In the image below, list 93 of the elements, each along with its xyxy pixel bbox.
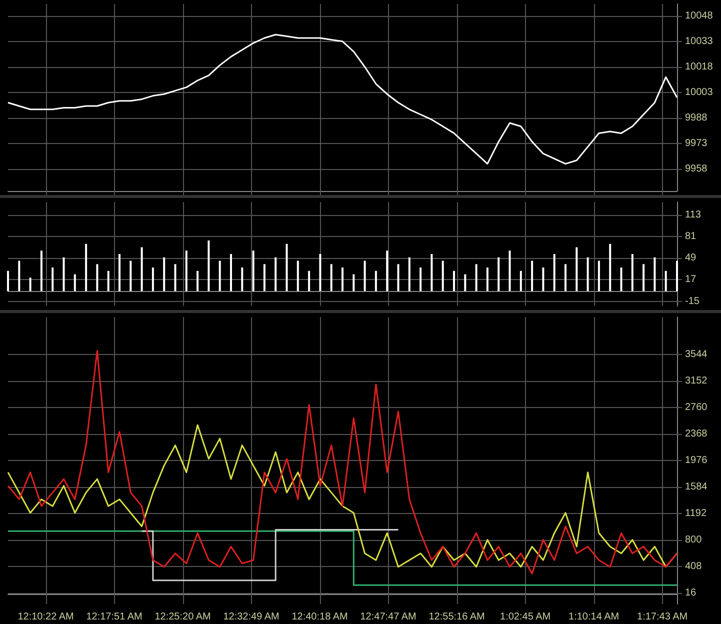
bar: [475, 264, 478, 292]
bar: [218, 260, 221, 292]
bar: [40, 250, 42, 292]
y-tick-label: 16: [685, 587, 697, 598]
bar: [453, 270, 455, 292]
bar: [576, 247, 578, 292]
bar: [654, 257, 656, 292]
y-tick-label: 9988: [685, 112, 708, 124]
bar: [676, 260, 678, 292]
bar: [174, 264, 176, 292]
bar: [152, 268, 154, 292]
bar: [319, 254, 322, 292]
y-tick-label: 17: [685, 274, 697, 286]
y-tick-label: 9958: [685, 163, 708, 174]
x-tick-label: 12:10:22 AM: [18, 612, 74, 622]
bar: [397, 264, 400, 292]
bar: [252, 250, 254, 292]
x-tick-label: 1:17:43 AM: [637, 612, 688, 622]
bar: [564, 264, 566, 292]
bar: [308, 270, 310, 292]
bar: [609, 244, 612, 292]
x-tick-label: 12:17:51 AM: [86, 612, 142, 622]
bar: [442, 260, 444, 292]
bar: [464, 274, 466, 292]
bar: [420, 268, 422, 292]
x-tick-label: 12:40:18 AM: [292, 612, 348, 622]
bar: [96, 264, 98, 292]
x-tick-label: 1:02:45 AM: [500, 612, 551, 622]
bar: [263, 264, 266, 292]
bar: [85, 244, 88, 292]
bar: [74, 274, 76, 292]
bar: [520, 270, 522, 292]
bar: [408, 257, 410, 292]
bar: [274, 257, 277, 292]
y-tick-label: 10033: [685, 36, 714, 47]
bar: [230, 254, 232, 292]
y-tick-label: 3544: [685, 349, 708, 360]
bar: [364, 260, 366, 292]
bar: [508, 250, 511, 292]
bar: [208, 240, 210, 292]
bar: [286, 244, 288, 292]
bar: [29, 278, 32, 292]
x-tick-label: 12:32:49 AM: [223, 612, 280, 622]
bar: [107, 270, 110, 292]
y-tick-label: 10018: [685, 61, 714, 72]
bar: [553, 254, 556, 292]
bar: [52, 268, 54, 292]
bar: [163, 257, 166, 292]
y-tick-label: 113: [685, 209, 702, 220]
bar: [486, 268, 488, 292]
bar: [185, 250, 188, 292]
y-tick-label: 1976: [685, 454, 708, 466]
bar: [342, 268, 344, 292]
bar: [542, 268, 544, 292]
x-tick-label: 12:47:47 AM: [360, 612, 416, 622]
bar: [374, 270, 377, 292]
bar: [241, 268, 244, 292]
bar: [18, 260, 20, 292]
bar: [664, 270, 667, 292]
y-tick-label: 3152: [685, 376, 708, 387]
bar: [62, 257, 65, 292]
bar: [531, 260, 534, 292]
bar: [352, 274, 355, 292]
y-tick-label: -15: [685, 296, 700, 307]
bar: [130, 260, 132, 292]
y-tick-label: 2760: [685, 402, 708, 413]
bar: [196, 270, 199, 292]
bar: [296, 260, 299, 292]
bar: [498, 257, 500, 292]
y-tick-label: 10003: [685, 86, 714, 98]
bar: [620, 268, 622, 292]
bar: [7, 270, 9, 292]
y-tick-label: 1192: [685, 508, 707, 519]
bar: [118, 254, 120, 292]
bar: [631, 254, 634, 292]
bar: [140, 247, 143, 292]
x-tick-label: 12:55:16 AM: [428, 612, 485, 622]
bar: [430, 254, 433, 292]
bar: [598, 260, 600, 292]
bar: [386, 250, 388, 292]
y-tick-label: 10048: [685, 10, 714, 22]
y-tick-label: 9973: [685, 138, 708, 149]
y-tick-label: 2368: [685, 428, 708, 440]
x-tick-label: 1:10:14 AM: [568, 612, 620, 622]
y-tick-label: 408: [685, 560, 702, 572]
y-tick-label: 81: [685, 230, 697, 242]
x-tick-label: 12:25:20 AM: [154, 612, 211, 622]
y-tick-label: 1584: [685, 481, 708, 492]
bar: [330, 264, 332, 292]
y-tick-label: 800: [685, 534, 702, 546]
bar: [642, 264, 645, 292]
bar: [586, 257, 589, 292]
y-tick-label: 49: [685, 252, 697, 264]
